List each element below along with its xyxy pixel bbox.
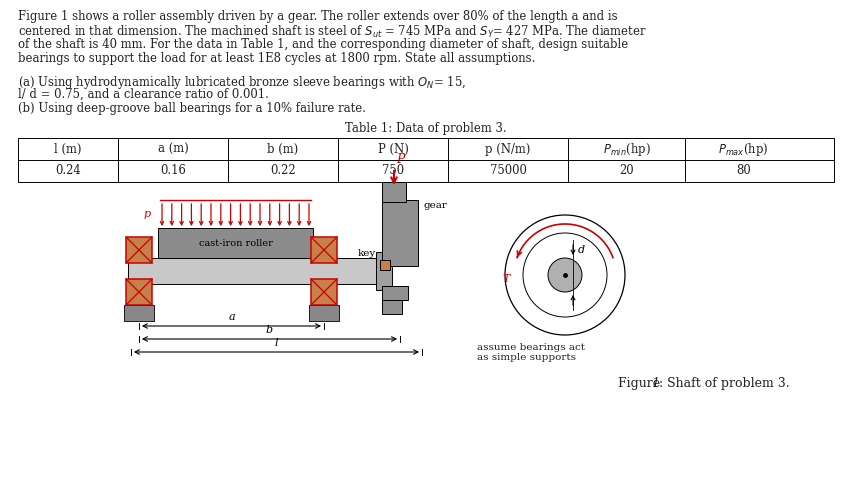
Text: cast-iron roller: cast-iron roller <box>199 239 273 248</box>
Text: d: d <box>578 245 585 255</box>
Bar <box>18 138 834 182</box>
Bar <box>382 200 418 266</box>
Text: 75000: 75000 <box>490 165 527 177</box>
Text: (a) Using hydrodynamically lubricated bronze sleeve bearings with $O_N$= 15,: (a) Using hydrodynamically lubricated br… <box>18 74 466 91</box>
Text: l: l <box>274 338 279 348</box>
Bar <box>126 237 152 263</box>
Text: p: p <box>144 209 151 219</box>
Text: of the shaft is 40 mm. For the data in Table 1, and the corresponding diameter o: of the shaft is 40 mm. For the data in T… <box>18 38 628 51</box>
Circle shape <box>548 258 582 292</box>
Bar <box>382 286 408 300</box>
Bar <box>158 228 313 258</box>
Text: Figure: Figure <box>618 377 664 390</box>
Bar <box>382 300 402 314</box>
Bar <box>382 182 406 202</box>
Text: centered in that dimension. The machined shaft is steel of $S_{ut}$ = 745 MPa an: centered in that dimension. The machined… <box>18 24 647 40</box>
Bar <box>311 279 337 305</box>
Text: Table 1: Data of problem 3.: Table 1: Data of problem 3. <box>345 122 507 135</box>
Text: $P_{min}$(hp): $P_{min}$(hp) <box>602 141 650 158</box>
Bar <box>311 237 337 263</box>
Text: 0.24: 0.24 <box>55 165 81 177</box>
Bar <box>376 252 392 290</box>
Text: a (m): a (m) <box>158 143 188 156</box>
Text: 1: 1 <box>651 377 659 390</box>
Text: 80: 80 <box>736 165 751 177</box>
Text: Figure 1 shows a roller assembly driven by a gear. The roller extends over 80% o: Figure 1 shows a roller assembly driven … <box>18 10 618 23</box>
Text: P (N): P (N) <box>377 143 408 156</box>
Text: 0.16: 0.16 <box>160 165 186 177</box>
Text: P: P <box>396 153 405 166</box>
Text: assume bearings act
as simple supports: assume bearings act as simple supports <box>477 343 585 362</box>
Text: 750: 750 <box>382 165 404 177</box>
Text: : Shaft of problem 3.: : Shaft of problem 3. <box>659 377 790 390</box>
Text: T: T <box>503 274 510 284</box>
Bar <box>128 258 390 284</box>
Text: l (m): l (m) <box>55 143 82 156</box>
Text: gear: gear <box>424 201 448 211</box>
Text: (b) Using deep-groove ball bearings for a 10% failure rate.: (b) Using deep-groove ball bearings for … <box>18 102 366 115</box>
Text: a: a <box>228 312 235 322</box>
Bar <box>124 305 154 321</box>
Text: $P_{max}$(hp): $P_{max}$(hp) <box>718 141 769 158</box>
Text: bearings to support the load for at least 1E8 cycles at 1800 rpm. State all assu: bearings to support the load for at leas… <box>18 52 535 65</box>
Text: l/ d = 0.75, and a clearance ratio of 0.001.: l/ d = 0.75, and a clearance ratio of 0.… <box>18 88 269 101</box>
Bar <box>126 279 152 305</box>
Text: key: key <box>358 249 376 258</box>
Text: 20: 20 <box>619 165 634 177</box>
Bar <box>380 260 390 270</box>
Text: p (N/m): p (N/m) <box>486 143 531 156</box>
Bar <box>309 305 339 321</box>
Text: b: b <box>266 325 273 335</box>
Text: b (m): b (m) <box>268 143 298 156</box>
Text: 0.22: 0.22 <box>270 165 296 177</box>
